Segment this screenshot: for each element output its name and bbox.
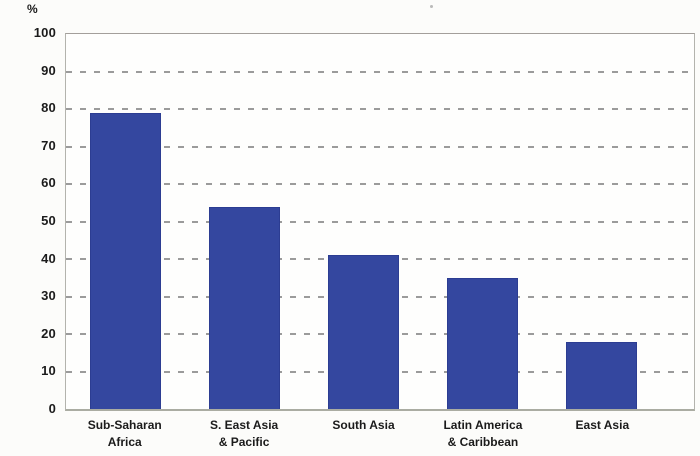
bar-3: [446, 277, 519, 409]
y-tick-label-60: 60: [41, 175, 56, 191]
gridline-70: [66, 145, 694, 148]
y-tick-label-20: 20: [41, 325, 56, 341]
bar-4: [565, 341, 638, 409]
y-tick-label-70: 70: [41, 137, 56, 153]
bar-0: [89, 112, 162, 409]
x-axis-labels: Sub-Saharan Africa S. East Asia & Pacific…: [65, 417, 662, 451]
bar-slot-1: [185, 34, 304, 409]
x-label-2: South Asia: [332, 418, 395, 432]
x-label-4: East Asia: [575, 418, 630, 432]
bar-slot-0: [66, 34, 185, 409]
y-axis-unit-label: %: [27, 2, 38, 16]
y-tick-label-50: 50: [41, 213, 56, 228]
bar-slot-2: [304, 34, 423, 409]
bar-2: [327, 255, 400, 409]
bars-container: [66, 34, 661, 409]
bar-slot-4: [542, 34, 661, 409]
bar-1: [208, 206, 281, 409]
y-tick-label-90: 90: [41, 62, 56, 78]
y-tick-label-100: 100: [33, 25, 56, 40]
gridline-60: [66, 183, 694, 185]
x-label-1: S. East Asia & Pacific: [209, 418, 279, 449]
gridline-90: [66, 70, 694, 73]
bar-slot-3: [423, 34, 542, 409]
gridline-80: [66, 108, 694, 110]
plot-area: [65, 33, 695, 411]
x-label-0: Sub-Saharan Africa: [87, 418, 162, 449]
gridline-50: [66, 220, 694, 223]
scan-speck: [430, 5, 433, 8]
y-tick-label-0: 0: [48, 401, 56, 416]
y-tick-label-10: 10: [41, 363, 56, 379]
y-tick-label-80: 80: [41, 100, 56, 116]
y-tick-label-40: 40: [41, 250, 56, 266]
y-tick-label-30: 30: [41, 288, 56, 304]
x-label-3: Latin America & Caribbean: [443, 418, 523, 449]
